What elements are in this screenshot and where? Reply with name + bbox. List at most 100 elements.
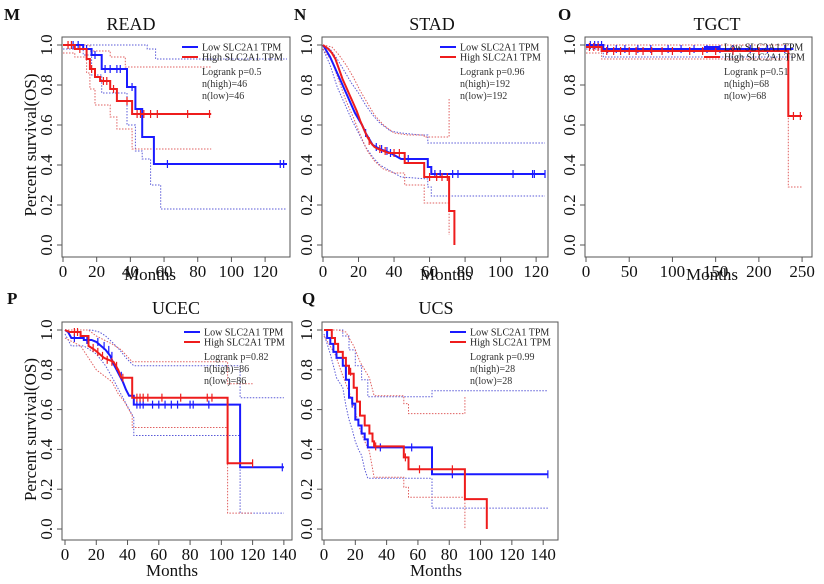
survival-curve-high: [322, 44, 456, 245]
x-tick-label: 80: [189, 262, 206, 281]
x-tick-label: 40: [122, 262, 139, 281]
y-tick-label: 0.6: [37, 114, 56, 135]
panel-letter: M: [4, 5, 20, 24]
y-tick-label: 0.2: [560, 194, 579, 215]
y-tick-label: 0.2: [297, 479, 316, 500]
km-panel-ucs: Q UCS 0.0 0.2 0.4 0.6 0.8 1.0 0 20 40 60 80 100 120 140…: [297, 289, 559, 580]
legend-entry: Low SLC2A1 TPM: [202, 43, 281, 54]
plot-frame: [321, 321, 559, 541]
x-tick-label: 40: [386, 262, 403, 281]
x-tick-label: 50: [621, 262, 638, 281]
km-panel-read: M READ 0.0 0.2 0.4 0.6 0.8 1.0 0 20 40 60 80 100 120 Mo…: [4, 5, 291, 284]
ci-line-high_ci: [324, 329, 466, 415]
x-tick-label: 120: [252, 262, 278, 281]
plot-frame: [61, 36, 291, 258]
y-tick-label: 0.4: [297, 154, 316, 176]
legend-entry: High SLC2A1 TPM: [460, 53, 541, 64]
legend-entry: Low SLC2A1 TPM: [204, 328, 283, 339]
y-tick-label: 0.4: [37, 154, 56, 176]
km-panel-ucec: P UCEC 0.0 0.2 0.4 0.6 0.8 1.0 0 20 40 60 80 100 120 14…: [7, 289, 297, 580]
x-tick-label: 80: [441, 545, 458, 564]
y-tick-label: 0.8: [297, 359, 316, 380]
x-tick-label: 60: [421, 262, 438, 281]
stat-annotation: n(high)=46: [202, 79, 247, 90]
y-tick-label: 0.8: [297, 74, 316, 95]
y-tick-label: 1.0: [37, 319, 56, 340]
x-tick-label: 140: [271, 545, 297, 564]
stat-annotation: n(high)=86: [204, 364, 249, 375]
panel-title: TGCT: [694, 14, 741, 34]
legend-entry: High SLC2A1 TPM: [204, 338, 285, 349]
x-tick-label: 100: [209, 545, 235, 564]
x-tick-label: 250: [789, 262, 815, 281]
panel-letter: P: [7, 289, 17, 308]
stat-annotation: n(low)=28: [470, 376, 512, 387]
legend-entry: Low SLC2A1 TPM: [470, 328, 549, 339]
ci-line-low_ci: [323, 333, 548, 509]
km-panel-tgct: O TGCT 0.0 0.2 0.4 0.6 0.8 1.0 0 50 100 150 200 250 Mo…: [558, 5, 815, 284]
y-tick-label: 0.2: [37, 194, 56, 215]
panel-letter: O: [558, 5, 571, 24]
ci-line-high_ci: [322, 44, 450, 138]
x-axis-label: Months: [146, 561, 198, 580]
x-axis-label: Months: [410, 561, 462, 580]
x-tick-label: 120: [240, 545, 266, 564]
y-tick-label: 0.0: [37, 518, 56, 539]
legend-entry: High SLC2A1 TPM: [202, 53, 283, 64]
stat-annotation: n(low)=68: [724, 91, 766, 102]
x-axis-label: Months: [686, 265, 738, 284]
y-tick-label: 0.4: [297, 438, 316, 460]
x-tick-label: 0: [59, 262, 68, 281]
x-tick-label: 100: [488, 262, 514, 281]
legend-entry: High SLC2A1 TPM: [724, 53, 805, 64]
x-tick-label: 120: [523, 262, 549, 281]
x-axis-label: Months: [124, 265, 176, 284]
stat-annotation: n(high)=68: [724, 79, 769, 90]
plot-frame: [321, 36, 549, 258]
x-tick-label: 100: [219, 262, 245, 281]
survival-curve-high: [324, 329, 488, 529]
ci-line-low_ci: [63, 48, 287, 210]
x-axis-label: Months: [420, 265, 472, 284]
plot-frame: [61, 321, 293, 541]
x-tick-label: 150: [703, 262, 729, 281]
x-tick-label: 0: [582, 262, 591, 281]
km-panel-stad: N STAD 0.0 0.2 0.4 0.6 0.8 1.0 0 20 40 60 80 100 120 Mo…: [294, 5, 549, 284]
x-tick-label: 120: [499, 545, 525, 564]
y-tick-label: 0.0: [297, 518, 316, 539]
stat-annotation: n(low)=192: [460, 91, 507, 102]
legend-entry: Low SLC2A1 TPM: [460, 43, 539, 54]
y-tick-label: 0.6: [297, 399, 316, 420]
ci-line-high_ci: [63, 44, 212, 68]
stat-annotation: n(high)=28: [470, 364, 515, 375]
ci-line-low_ci: [322, 44, 545, 144]
x-tick-label: 80: [182, 545, 199, 564]
x-tick-label: 60: [150, 545, 167, 564]
ci-line-high_ci: [586, 52, 803, 188]
ci-line-high_ci: [65, 329, 253, 385]
x-tick-label: 100: [660, 262, 686, 281]
x-tick-label: 20: [347, 545, 364, 564]
ci-line-low_ci: [322, 48, 545, 197]
stat-annotation: Logrank p=0.51: [724, 67, 789, 78]
x-tick-label: 60: [156, 262, 173, 281]
stat-annotation: n(low)=86: [204, 376, 246, 387]
ci-line-low_ci: [63, 44, 287, 60]
panel-letter: Q: [302, 289, 315, 308]
legend-entry: High SLC2A1 TPM: [470, 338, 551, 349]
y-tick-label: 0.0: [297, 234, 316, 255]
y-tick-label: 0.8: [37, 359, 56, 380]
legend-entry: Low SLC2A1 TPM: [724, 43, 803, 54]
ci-line-high_ci: [322, 48, 450, 235]
plot-frame: [584, 36, 813, 258]
ci-line-high_ci: [63, 52, 212, 150]
y-tick-label: 0.6: [297, 114, 316, 135]
x-tick-label: 140: [530, 545, 556, 564]
x-tick-label: 20: [88, 545, 105, 564]
x-tick-label: 40: [378, 545, 395, 564]
x-tick-label: 60: [409, 545, 426, 564]
y-tick-label: 0.6: [37, 399, 56, 420]
panel-letter: N: [294, 5, 307, 24]
y-tick-label: 0.6: [560, 114, 579, 135]
survival-curve-high: [586, 46, 803, 117]
